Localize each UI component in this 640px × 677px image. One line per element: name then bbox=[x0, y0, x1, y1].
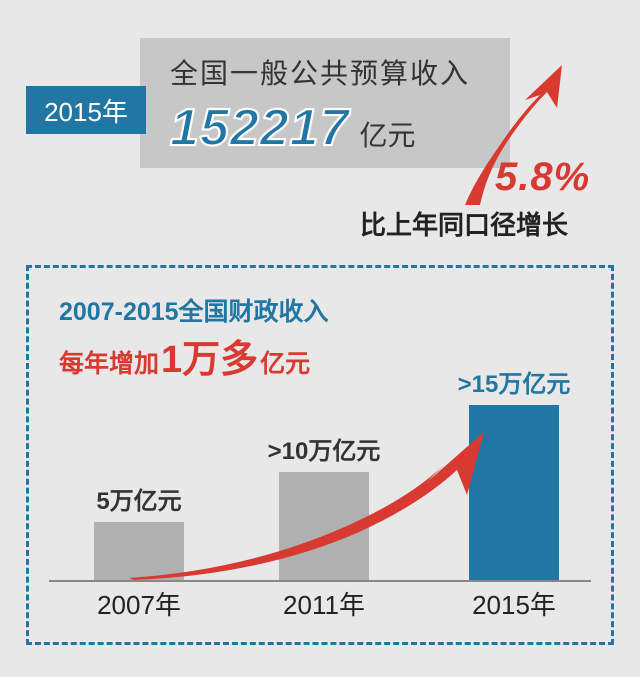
headline-amount-row: 152217 亿元 bbox=[170, 98, 510, 158]
headline-amount-unit: 亿元 bbox=[360, 114, 416, 154]
bar-label-0: 5万亿元 bbox=[49, 481, 229, 516]
x-axis-line bbox=[49, 580, 591, 582]
year-badge: 2015年 bbox=[26, 86, 146, 134]
chart-panel: 2007-2015全国财政收入 每年增加 1万多 亿元 5万亿元 2007年 >… bbox=[26, 265, 614, 645]
chart-subline-post: 亿元 bbox=[260, 344, 310, 380]
plot-area: 5万亿元 2007年 >10万亿元 2011年 >15万亿元 2015年 bbox=[49, 378, 591, 624]
chart-subline-pre: 每年增加 bbox=[59, 344, 159, 380]
bar-2 bbox=[469, 405, 559, 580]
chart-subline-big: 1万多 bbox=[161, 328, 258, 383]
bar-label-2: >15万亿元 bbox=[424, 364, 604, 399]
headline-amount: 152217 bbox=[170, 98, 350, 158]
x-label-0: 2007年 bbox=[49, 585, 229, 622]
chart-subline: 每年增加 1万多 亿元 bbox=[59, 328, 310, 383]
bar-0 bbox=[94, 522, 184, 580]
chart-headline: 2007-2015全国财政收入 bbox=[59, 292, 329, 328]
bar-1 bbox=[279, 472, 369, 580]
growth-label: 比上年同口径增长 bbox=[360, 205, 568, 242]
bar-label-1: >10万亿元 bbox=[234, 431, 414, 466]
top-section: 全国一般公共预算收入 152217 亿元 2015年 5.8% 比上年同口径增长 bbox=[0, 0, 640, 260]
x-label-2: 2015年 bbox=[424, 585, 604, 622]
growth-percent: 5.8% bbox=[495, 155, 590, 200]
x-label-1: 2011年 bbox=[234, 585, 414, 622]
headline-box: 全国一般公共预算收入 152217 亿元 bbox=[140, 38, 510, 168]
headline-title: 全国一般公共预算收入 bbox=[170, 52, 510, 92]
